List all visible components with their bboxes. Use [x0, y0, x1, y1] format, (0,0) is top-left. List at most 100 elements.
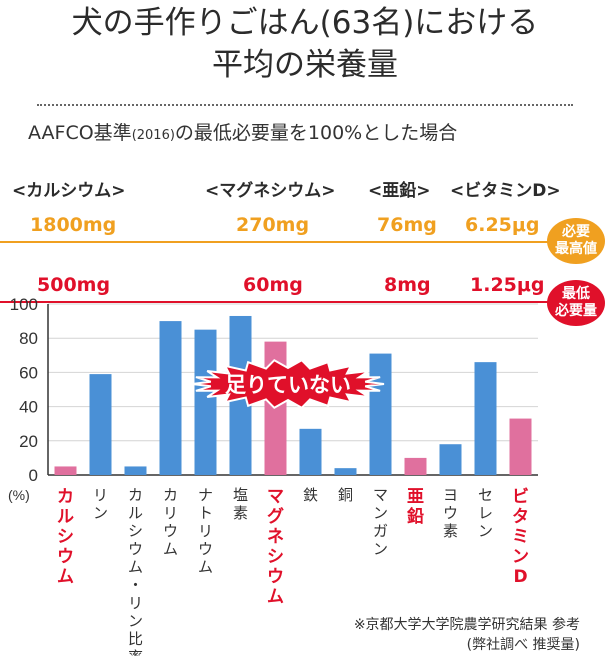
x-tick-label: ム [267, 587, 284, 607]
x-tick-label: ム [57, 567, 74, 587]
x-tick-label: ム [128, 558, 143, 576]
x-tick-label: ル [128, 504, 143, 522]
bar [509, 418, 532, 475]
max-value-calcium: 1800mg [30, 214, 117, 236]
y-tick-label: 0 [29, 466, 38, 485]
x-tick-label: マ [373, 486, 388, 504]
y-tick-label: 60 [19, 363, 38, 382]
x-tick-label: 比 [128, 630, 143, 648]
x-tick-label: ・ [128, 576, 143, 594]
x-tick-label: D [513, 567, 527, 587]
x-tick-label: ン [128, 612, 143, 630]
x-tick-label: ビ [512, 487, 529, 507]
x-tick-label: 亜 [407, 487, 424, 507]
x-tick-label: グ [267, 506, 284, 527]
bar-chart: 020406080100(%)カルシウムリンカルシウム・リン比率カリウムナトリウ… [8, 295, 538, 656]
x-tick-label: カ [57, 487, 74, 507]
x-tick-label: ン [93, 504, 108, 522]
x-tick-label: ム [163, 540, 178, 558]
x-tick-label: ガ [373, 522, 388, 540]
chart-subtitle: AAFCO基準(2016)の最低必要量を100%とした場合 [28, 118, 457, 145]
x-tick-label: リ [93, 486, 108, 504]
min-value-line [0, 301, 548, 303]
x-tick-label: ヨ [443, 486, 458, 504]
nutrient-label-calcium: <カルシウム> [12, 181, 126, 201]
y-tick-label: 20 [19, 432, 38, 451]
x-tick-label: シ [57, 527, 74, 547]
x-tick-label: ン [512, 547, 529, 567]
x-tick-label: レ [478, 504, 493, 522]
x-tick-label: ト [198, 504, 213, 522]
min-value-zinc: 8mg [384, 274, 431, 296]
x-tick-label: ネ [267, 527, 284, 547]
x-tick-label: ウ [163, 522, 178, 540]
x-tick-label: ウ [57, 547, 74, 567]
x-tick-label: ン [373, 504, 388, 522]
min-badge-text: 最低 必要量 [555, 286, 597, 319]
x-tick-label: 銅 [338, 486, 353, 504]
x-tick-label: リ [198, 522, 213, 540]
bar [89, 374, 112, 475]
x-tick-label: シ [128, 522, 143, 540]
nutrient-label-zinc: <亜鉛> [368, 181, 431, 201]
x-tick-label: 鉛 [407, 506, 424, 527]
bar [54, 466, 77, 475]
x-tick-label: シ [267, 547, 284, 567]
max-badge-text: 必要 最高値 [555, 224, 597, 257]
nutrient-label-vitamin-d: <ビタミンD> [450, 181, 561, 201]
y-tick-label: 80 [19, 329, 38, 348]
subtitle-rest: の最低必要量を100%とした場合 [174, 122, 458, 144]
x-tick-label: ル [57, 507, 74, 527]
source-note-sub: (弊社調べ 推奨量) [466, 637, 580, 653]
starburst-label: 足りていない [225, 373, 351, 397]
x-tick-label: リ [163, 504, 178, 522]
bar [474, 362, 497, 475]
y-axis-label: (%) [8, 487, 30, 503]
x-tick-label: リ [128, 594, 143, 612]
x-tick-label: 率 [128, 648, 143, 656]
y-tick-label: 100 [10, 295, 38, 314]
x-tick-label: ミ [512, 527, 529, 547]
x-tick-label: ウ [443, 504, 458, 522]
x-tick-label: 素 [443, 522, 458, 540]
nutrient-label-magnesium: <マグネシウム> [205, 181, 336, 201]
dotted-divider [37, 104, 573, 106]
min-value-magnesium: 60mg [243, 274, 303, 296]
min-value-calcium: 500mg [37, 274, 111, 296]
subtitle-year: (2016) [131, 128, 175, 143]
bar [334, 468, 357, 475]
x-tick-label: 鉄 [303, 486, 318, 504]
starburst-badge [191, 358, 385, 410]
x-tick-label: セ [478, 486, 493, 504]
max-value-magnesium: 270mg [236, 214, 310, 236]
bar [439, 444, 462, 475]
max-value-line [0, 241, 548, 243]
bar [159, 321, 182, 475]
bar [299, 428, 322, 475]
x-tick-label: ウ [128, 540, 143, 558]
x-tick-label: ウ [267, 567, 284, 587]
bar [369, 353, 392, 475]
x-tick-label: カ [128, 486, 143, 504]
bar [194, 329, 217, 475]
x-tick-label: ナ [198, 486, 213, 504]
x-tick-label: ウ [198, 540, 213, 558]
x-tick-label: 塩 [233, 486, 248, 504]
max-value-badge: 必要 最高値 [547, 218, 605, 264]
x-tick-label: タ [512, 507, 529, 527]
x-tick-label: ン [478, 522, 493, 540]
max-value-vitamin-d: 6.25μg [465, 214, 540, 236]
title-line-1: 犬の手作りごはん(63名)における [71, 5, 539, 41]
min-value-vitamin-d: 1.25μg [470, 274, 545, 296]
min-value-badge: 最低 必要量 [547, 280, 605, 326]
bar [124, 466, 147, 475]
subtitle-main: AAFCO基準 [28, 122, 132, 144]
x-tick-label: カ [163, 486, 178, 504]
x-tick-label: 素 [233, 504, 248, 522]
y-tick-label: 40 [19, 398, 38, 417]
bar [404, 457, 427, 475]
source-note: ※京都大学大学院農学研究結果 参考 [353, 617, 580, 633]
x-tick-label: ン [373, 540, 388, 558]
title-line-2: 平均の栄養量 [212, 47, 398, 83]
x-tick-label: マ [267, 487, 284, 507]
